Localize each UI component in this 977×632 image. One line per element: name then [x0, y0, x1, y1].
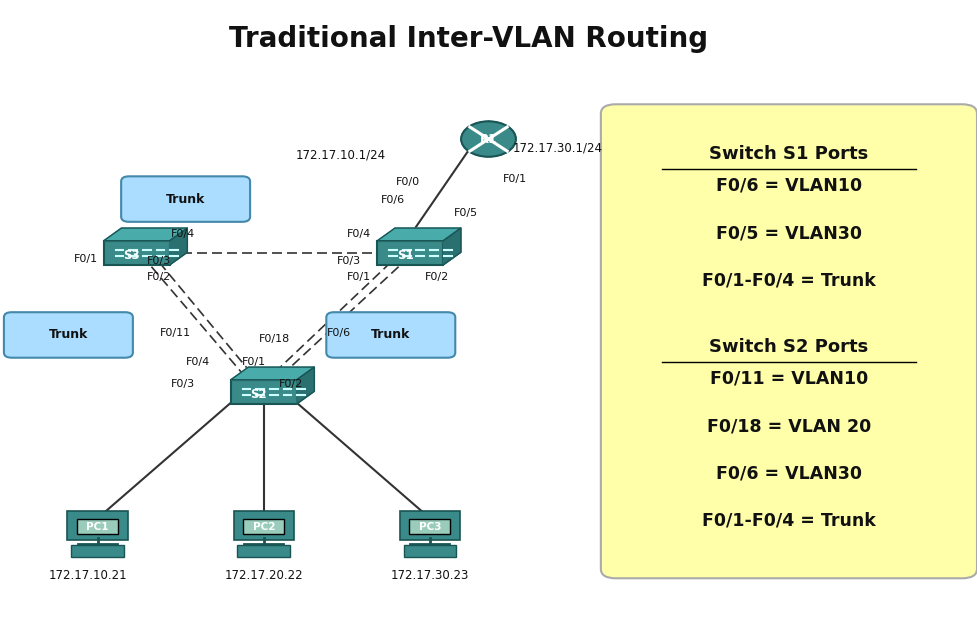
Text: 172.17.20.22: 172.17.20.22: [225, 569, 303, 582]
FancyBboxPatch shape: [77, 519, 118, 534]
Polygon shape: [444, 228, 461, 265]
Text: F0/18: F0/18: [259, 334, 290, 344]
Text: Trunk: Trunk: [371, 329, 410, 341]
FancyBboxPatch shape: [377, 241, 444, 265]
Text: 172.17.30.1/24: 172.17.30.1/24: [513, 142, 603, 155]
FancyBboxPatch shape: [67, 511, 128, 540]
Text: F0/4: F0/4: [171, 229, 195, 239]
Polygon shape: [297, 367, 315, 404]
Text: F0/6: F0/6: [381, 195, 405, 205]
Text: F0/4: F0/4: [347, 229, 371, 239]
Circle shape: [461, 121, 516, 157]
Text: F0/3: F0/3: [171, 379, 195, 389]
FancyBboxPatch shape: [601, 104, 977, 578]
Text: F0/1: F0/1: [242, 356, 267, 367]
Text: F0/11 = VLAN10: F0/11 = VLAN10: [710, 370, 868, 387]
Text: S3: S3: [123, 250, 141, 262]
FancyBboxPatch shape: [104, 241, 170, 265]
Polygon shape: [104, 228, 188, 241]
Text: F0/5 = VLAN30: F0/5 = VLAN30: [716, 224, 862, 242]
Text: Switch S2 Ports: Switch S2 Ports: [709, 338, 869, 356]
Text: Trunk: Trunk: [49, 329, 88, 341]
Text: PC2: PC2: [252, 522, 276, 532]
FancyBboxPatch shape: [237, 545, 290, 557]
Text: 172.17.10.21: 172.17.10.21: [49, 569, 127, 582]
Text: S1: S1: [397, 250, 414, 262]
FancyBboxPatch shape: [404, 545, 456, 557]
Text: F0/1-F0/4 = Trunk: F0/1-F0/4 = Trunk: [702, 272, 875, 289]
FancyBboxPatch shape: [71, 545, 124, 557]
Text: F0/3: F0/3: [337, 256, 361, 266]
Text: F0/2: F0/2: [147, 272, 171, 282]
FancyBboxPatch shape: [231, 380, 297, 404]
Polygon shape: [231, 367, 315, 380]
Text: F0/5: F0/5: [454, 208, 479, 218]
Text: S2: S2: [250, 389, 268, 401]
FancyBboxPatch shape: [326, 312, 455, 358]
Text: F0/6: F0/6: [327, 328, 352, 338]
Polygon shape: [170, 228, 188, 265]
FancyBboxPatch shape: [4, 312, 133, 358]
Text: 172.17.10.1/24: 172.17.10.1/24: [296, 148, 386, 161]
Text: F0/3: F0/3: [147, 256, 171, 266]
Text: F0/18 = VLAN 20: F0/18 = VLAN 20: [706, 417, 871, 435]
Text: F0/1: F0/1: [347, 272, 371, 282]
Text: PC3: PC3: [418, 522, 442, 532]
Text: F0/1: F0/1: [73, 254, 98, 264]
FancyBboxPatch shape: [234, 511, 294, 540]
FancyBboxPatch shape: [400, 511, 460, 540]
Text: Switch S1 Ports: Switch S1 Ports: [709, 145, 869, 163]
Text: F0/2: F0/2: [278, 379, 303, 389]
Text: Traditional Inter-VLAN Routing: Traditional Inter-VLAN Routing: [230, 25, 708, 53]
FancyBboxPatch shape: [121, 176, 250, 222]
FancyBboxPatch shape: [409, 519, 450, 534]
Text: F0/1: F0/1: [503, 174, 528, 184]
Text: F0/6 = VLAN10: F0/6 = VLAN10: [716, 177, 862, 195]
Text: 172.17.30.23: 172.17.30.23: [391, 569, 469, 582]
Text: R1: R1: [480, 133, 497, 145]
Text: F0/2: F0/2: [425, 272, 449, 282]
Text: F0/0: F0/0: [396, 177, 420, 187]
Text: PC1: PC1: [86, 522, 109, 532]
FancyBboxPatch shape: [243, 519, 284, 534]
Text: F0/11: F0/11: [159, 328, 191, 338]
Text: F0/6 = VLAN30: F0/6 = VLAN30: [716, 465, 862, 482]
Polygon shape: [377, 228, 461, 241]
Text: F0/4: F0/4: [186, 356, 210, 367]
Text: Trunk: Trunk: [166, 193, 205, 205]
Text: F0/1-F0/4 = Trunk: F0/1-F0/4 = Trunk: [702, 512, 875, 530]
